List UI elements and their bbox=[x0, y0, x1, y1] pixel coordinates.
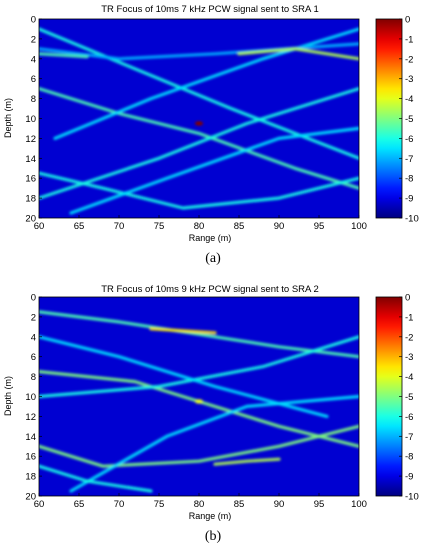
intensity-streak bbox=[39, 335, 329, 418]
panel-b: TR Focus of 10ms 9 kHz PCW signal sent t… bbox=[3, 284, 419, 544]
colorbar-tick-label: -7 bbox=[405, 432, 413, 443]
y-tick-label: 2 bbox=[31, 312, 36, 323]
x-tick-label: 85 bbox=[234, 221, 245, 232]
y-tick-label: 20 bbox=[25, 214, 36, 225]
x-axis-ticks: 60 65 70 75 80 85 90 95 100 bbox=[34, 493, 367, 510]
y-tick-label: 20 bbox=[25, 492, 36, 503]
intensity-streak bbox=[39, 335, 359, 399]
colorbar-tick-label: 0 bbox=[405, 15, 410, 26]
y-tick-label: 10 bbox=[25, 114, 36, 125]
heatmap-plot bbox=[38, 296, 360, 497]
x-axis-label: Range (m) bbox=[189, 511, 232, 521]
colorbar-tick-label: -6 bbox=[405, 134, 413, 145]
y-tick-label: 0 bbox=[31, 15, 36, 26]
colorbar-tick-label: -4 bbox=[405, 94, 413, 105]
colorbar-tick-label: -7 bbox=[405, 154, 413, 165]
colorbar-tick-label: 0 bbox=[405, 293, 410, 304]
intensity-streak bbox=[39, 464, 153, 493]
x-tick-label: 65 bbox=[74, 499, 85, 510]
intensity-streak bbox=[39, 86, 359, 200]
x-tick-label: 100 bbox=[351, 499, 367, 510]
x-tick-label: 80 bbox=[194, 499, 205, 510]
y-tick-label: 10 bbox=[25, 392, 36, 403]
colorbar-tick-label: -3 bbox=[405, 74, 413, 85]
y-tick-label: 18 bbox=[25, 194, 36, 205]
y-tick-label: 4 bbox=[31, 332, 36, 343]
intensity-streak bbox=[69, 126, 359, 215]
x-axis-ticks: 60 65 70 75 80 85 90 95 100 bbox=[34, 215, 367, 232]
x-tick-label: 95 bbox=[314, 221, 325, 232]
y-tick-label: 6 bbox=[31, 352, 36, 363]
intensity-streak bbox=[39, 171, 359, 210]
panel-caption: (a) bbox=[205, 251, 221, 266]
colorbar-scale bbox=[375, 18, 403, 219]
intensity-streak bbox=[39, 52, 89, 59]
heatmap-plot bbox=[38, 18, 360, 219]
y-axis-label: Depth (m) bbox=[3, 98, 13, 138]
colorbar-tick-label: -3 bbox=[405, 352, 413, 363]
intensity-streak bbox=[39, 86, 359, 190]
x-tick-label: 100 bbox=[351, 221, 367, 232]
colorbar-tick-label: -5 bbox=[405, 392, 413, 403]
colorbar-tick-label: -8 bbox=[405, 174, 413, 185]
chart-title: TR Focus of 10ms 9 kHz PCW signal sent t… bbox=[101, 284, 319, 295]
y-axis-ticks: 0 2 4 6 8 10 12 14 16 18 20 bbox=[25, 293, 42, 503]
y-tick-label: 6 bbox=[31, 74, 36, 85]
intensity-streak bbox=[149, 327, 217, 335]
y-tick-label: 4 bbox=[31, 54, 36, 65]
colorbar-tick-label: -9 bbox=[405, 194, 413, 205]
x-tick-label: 90 bbox=[274, 499, 285, 510]
y-tick-label: 0 bbox=[31, 293, 36, 304]
colorbar-tick-label: -10 bbox=[405, 214, 419, 225]
y-tick-label: 18 bbox=[25, 472, 36, 483]
colorbar: 0 -1 -2 -3 -4 -5 -6 -7 -8 -9 -10 bbox=[375, 15, 419, 225]
y-axis-label: Depth (m) bbox=[3, 376, 13, 416]
y-tick-label: 14 bbox=[25, 432, 36, 443]
focus-spot bbox=[195, 121, 203, 126]
intensity-streak bbox=[69, 394, 359, 493]
chart-title: TR Focus of 10ms 7 kHz PCW signal sent t… bbox=[101, 4, 319, 15]
colorbar-tick-label: -9 bbox=[405, 472, 413, 483]
heatmap-background bbox=[39, 297, 359, 496]
x-axis-label: Range (m) bbox=[189, 233, 232, 243]
x-tick-label: 75 bbox=[154, 221, 165, 232]
y-tick-label: 14 bbox=[25, 154, 36, 165]
colorbar-tick-label: -10 bbox=[405, 492, 419, 503]
x-tick-label: 70 bbox=[114, 221, 125, 232]
x-tick-label: 75 bbox=[154, 499, 165, 510]
colorbar-tick-label: -5 bbox=[405, 114, 413, 125]
colorbar: 0 -1 -2 -3 -4 -5 -6 -7 -8 -9 -10 bbox=[375, 293, 419, 503]
colorbar-tick-label: -6 bbox=[405, 412, 413, 423]
panel-a: TR Focus of 10ms 7 kHz PCW signal sent t… bbox=[3, 4, 419, 266]
x-tick-label: 85 bbox=[234, 499, 245, 510]
colorbar-tick-label: -2 bbox=[405, 54, 413, 65]
x-tick-label: 65 bbox=[74, 221, 85, 232]
x-tick-label: 80 bbox=[194, 221, 205, 232]
x-tick-label: 95 bbox=[314, 499, 325, 510]
x-tick-label: 60 bbox=[34, 221, 45, 232]
focus-spot bbox=[195, 399, 203, 404]
intensity-streak bbox=[237, 47, 359, 61]
y-tick-label: 12 bbox=[25, 412, 36, 423]
x-tick-label: 60 bbox=[34, 499, 45, 510]
colorbar-tick-label: -2 bbox=[405, 332, 413, 343]
x-tick-label: 70 bbox=[114, 499, 125, 510]
intensity-streak bbox=[53, 27, 359, 140]
y-tick-label: 16 bbox=[25, 452, 36, 463]
x-tick-label: 90 bbox=[274, 221, 285, 232]
intensity-streak bbox=[39, 424, 359, 468]
colorbar-tick-label: -4 bbox=[405, 372, 413, 383]
colorbar-tick-label: -8 bbox=[405, 452, 413, 463]
y-tick-label: 8 bbox=[31, 94, 36, 105]
y-tick-label: 12 bbox=[25, 134, 36, 145]
y-axis-ticks: 0 2 4 6 8 10 12 14 16 18 20 bbox=[25, 15, 42, 225]
y-tick-label: 2 bbox=[31, 34, 36, 45]
panel-caption: (b) bbox=[205, 529, 222, 544]
colorbar-tick-label: -1 bbox=[405, 34, 413, 45]
y-tick-label: 8 bbox=[31, 372, 36, 383]
y-tick-label: 16 bbox=[25, 174, 36, 185]
colorbar-tick-label: -1 bbox=[405, 312, 413, 323]
intensity-streak bbox=[213, 457, 281, 466]
colorbar-scale bbox=[375, 296, 403, 497]
